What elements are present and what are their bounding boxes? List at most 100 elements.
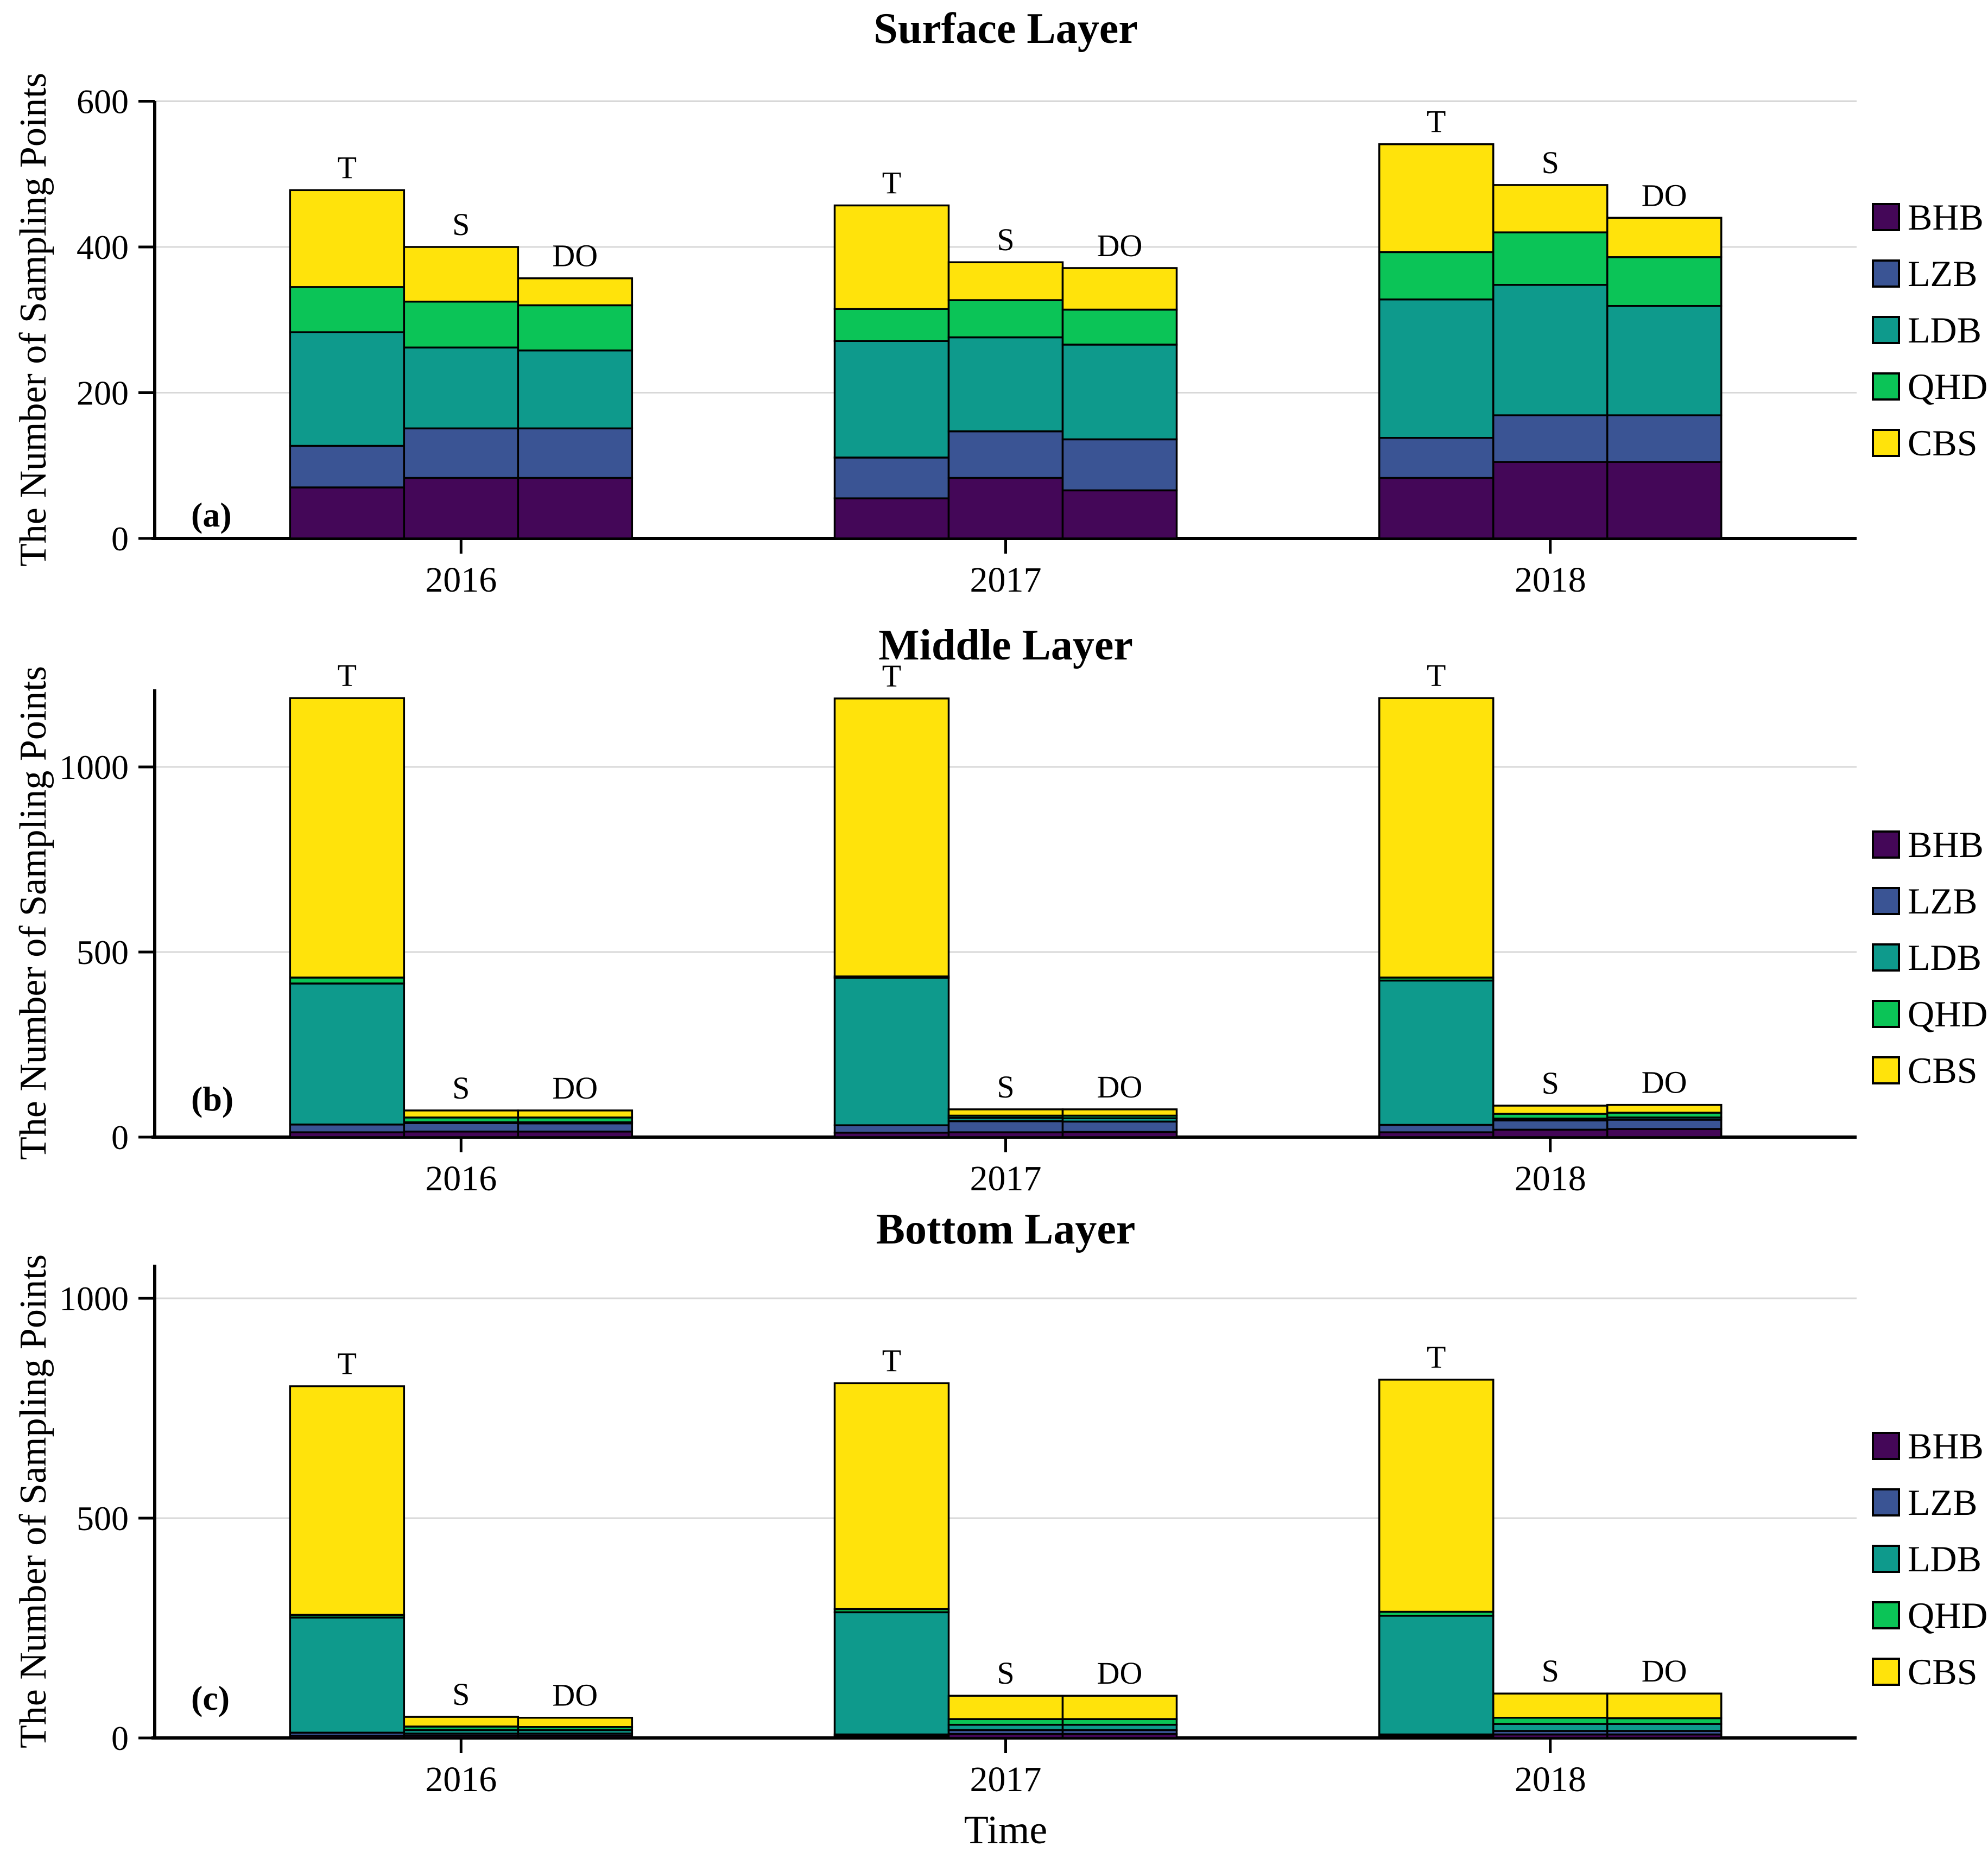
bar-segment-2016-DO-CBS <box>517 1716 634 1728</box>
bar-label: S <box>997 222 1014 257</box>
legend-item-BHB: BHB <box>1872 824 1987 865</box>
bar-segment-2017-T-CBS <box>833 1382 950 1610</box>
bar-segment-2018-T-QHD <box>1378 251 1495 301</box>
year-tick-label: 2016 <box>425 1760 497 1799</box>
bar-segment-2017-T-LDB <box>833 340 950 459</box>
legend-swatch-LZB <box>1872 259 1900 288</box>
y-tick-label: 200 <box>77 374 129 413</box>
bar-segment-2018-DO-LZB <box>1606 1119 1723 1130</box>
bar-label: T <box>338 150 357 185</box>
legend-item-CBS: CBS <box>1872 422 1987 464</box>
bar-segment-2016-S-LDB <box>403 346 520 430</box>
bar-segment-2018-T-LDB <box>1378 1615 1495 1736</box>
y-tick-label: 600 <box>77 83 129 121</box>
bar-segment-2017-DO-LZB <box>1061 1120 1178 1133</box>
legend-item-BHB: BHB <box>1872 196 1987 238</box>
bar-segment-2017-DO-CBS <box>1061 267 1178 311</box>
bar-segment-2018-S-LZB <box>1492 1119 1609 1131</box>
bar-segment-2016-T-LDB <box>289 1616 406 1734</box>
legend-label: CBS <box>1908 422 1978 464</box>
y-tick-label: 0 <box>111 1118 129 1157</box>
bar-label: T <box>338 1346 357 1381</box>
legend-swatch-CBS <box>1872 429 1900 457</box>
bar-segment-2018-S-LZB <box>1492 414 1609 463</box>
legend-label: BHB <box>1908 824 1984 865</box>
y-tick-label: 400 <box>77 228 129 267</box>
panel-c-title: Bottom Layer <box>876 1206 1136 1253</box>
legend-item-BHB: BHB <box>1872 1427 1987 1464</box>
bar-segment-2017-T-CBS <box>833 204 950 310</box>
bar-segment-2018-DO-CBS <box>1606 1103 1723 1114</box>
bar-label: S <box>997 1655 1014 1691</box>
bar-segment-2017-T-QHD <box>833 308 950 342</box>
bar-label: DO <box>552 238 598 274</box>
bar-label: DO <box>552 1678 598 1713</box>
legend-swatch-LDB <box>1872 943 1900 972</box>
panel-a-y-axis-label: The Number of Sampling Points <box>12 73 54 567</box>
bar-segment-2018-DO-BHB <box>1606 1128 1723 1138</box>
year-tick-label: 2018 <box>1515 1159 1586 1198</box>
bar-segment-2016-S-LZB <box>403 1122 520 1133</box>
bar-segment-2016-DO-BHB <box>517 477 634 540</box>
bar-segment-2018-T-LZB <box>1378 1124 1495 1133</box>
year-tick-label: 2017 <box>970 1159 1042 1198</box>
year-tick-label: 2017 <box>970 1760 1042 1799</box>
legend-item-LZB: LZB <box>1872 1484 1987 1521</box>
bar-segment-2018-T-BHB <box>1378 477 1495 540</box>
panel-b-title: Middle Layer <box>878 621 1133 669</box>
bar-segment-2018-DO-LDB <box>1606 1723 1723 1732</box>
panel-c-legend: BHB LZB LDB QHD CBS <box>1872 1427 1987 1712</box>
bar-segment-2017-DO-BHB <box>1061 489 1178 540</box>
panel-c-y-axis-label: The Number of Sampling Points <box>12 1254 54 1748</box>
bar-segment-2017-T-LDB <box>833 1611 950 1736</box>
bar-label: T <box>1427 1340 1446 1375</box>
legend-swatch-BHB <box>1872 830 1900 859</box>
x-axis-label: Time <box>964 1808 1048 1852</box>
bar-label: DO <box>1642 1653 1687 1689</box>
bar-segment-2017-S-LZB <box>947 1120 1064 1133</box>
bar-segment-2017-DO-CBS <box>1061 1108 1178 1117</box>
year-tick-label: 2016 <box>425 1159 497 1198</box>
bar-segment-2016-T-LDB <box>289 982 406 1126</box>
y-tick-label: 0 <box>111 519 129 558</box>
bar-segment-2018-S-BHB <box>1492 461 1609 540</box>
legend-item-QHD: QHD <box>1872 995 1987 1032</box>
bar-segment-2017-T-LDB <box>833 976 950 1126</box>
bar-segment-2018-DO-BHB <box>1606 461 1723 540</box>
legend-item-QHD: QHD <box>1872 1597 1987 1634</box>
bar-segment-2016-S-CBS <box>403 1109 520 1119</box>
legend-item-LDB: LDB <box>1872 312 1987 348</box>
bar-segment-2016-S-LZB <box>403 427 520 479</box>
bar-segment-2017-DO-QHD <box>1061 308 1178 346</box>
legend-swatch-BHB <box>1872 203 1900 231</box>
bar-segment-2017-S-QHD <box>947 299 1064 339</box>
bar-segment-2018-T-CBS <box>1378 143 1495 253</box>
bar-segment-2016-T-LZB <box>289 1124 406 1133</box>
bar-segment-2017-T-LZB <box>833 1124 950 1134</box>
legend-label: BHB <box>1908 196 1984 238</box>
legend-item-LDB: LDB <box>1872 1540 1987 1577</box>
bar-segment-2017-S-LZB <box>947 430 1064 479</box>
legend-swatch-QHD <box>1872 1601 1900 1629</box>
panel-b-legend: BHB LZB LDB QHD CBS <box>1872 824 1987 1111</box>
legend-item-QHD: QHD <box>1872 368 1987 405</box>
bar-segment-2018-DO-LZB <box>1606 414 1723 463</box>
legend-item-LZB: LZB <box>1872 253 1987 294</box>
bar-segment-2017-S-LDB <box>947 336 1064 433</box>
bar-segment-2017-DO-CBS <box>1061 1695 1178 1720</box>
bar-segment-2016-T-BHB <box>289 486 406 540</box>
bar-segment-2018-DO-QHD <box>1606 256 1723 307</box>
legend-label: LZB <box>1908 253 1978 294</box>
bar-label: DO <box>1097 1655 1143 1691</box>
y-tick-label: 500 <box>77 933 129 972</box>
panel-a-title: Surface Layer <box>873 5 1138 53</box>
bar-segment-2017-S-BHB <box>947 477 1064 540</box>
y-tick-label: 0 <box>111 1719 129 1758</box>
bar-label: DO <box>1642 1065 1687 1100</box>
bar-segment-2018-S-CBS <box>1492 184 1609 233</box>
bar-segment-2018-DO-CBS <box>1606 1692 1723 1720</box>
bar-segment-2018-T-LDB <box>1378 298 1495 439</box>
year-tick-label: 2018 <box>1515 560 1586 600</box>
